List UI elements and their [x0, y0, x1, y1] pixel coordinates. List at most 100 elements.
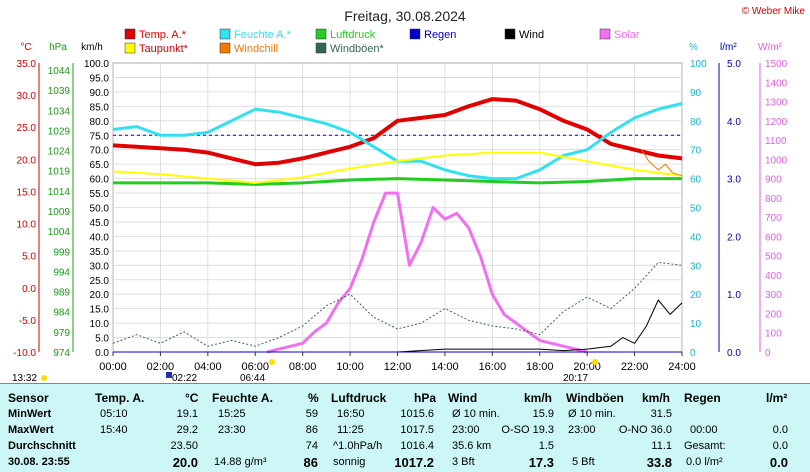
right-axes: % l/m² W/m²10090807060504030201005.04.03.0…	[689, 42, 788, 359]
pct-tick-label: 30	[690, 261, 702, 272]
pct-unit-label: %	[689, 42, 698, 53]
temp-min: 19.1	[176, 408, 198, 420]
temp-max: 29.2	[176, 424, 198, 436]
moonset-icon	[166, 372, 172, 378]
x-tick-label: 22:00	[621, 361, 649, 373]
header-temp: Temp. A.	[95, 391, 145, 405]
press-min-time: 16:50	[337, 408, 365, 420]
pct-tick-label: 100	[690, 59, 707, 70]
sunset-label: 20:17	[563, 373, 588, 383]
temp-tick-label: -10.0	[13, 348, 36, 359]
kmh-tick-label: 40.0	[90, 232, 110, 243]
legend-label: Taupunkt*	[139, 43, 189, 55]
header-wind: Wind	[448, 391, 478, 405]
temp-tick-label: 15.0	[17, 187, 37, 198]
x-tick-label: 04:00	[194, 361, 222, 373]
hum-min-time: 15:25	[218, 408, 246, 420]
press-trend: ^1.0hPa/h	[333, 440, 383, 452]
legend-label: Feuchte A.*	[234, 29, 292, 41]
solar-tick-label: 600	[765, 232, 782, 243]
hpa-tick-label: 1039	[48, 86, 71, 97]
hpa-tick-label: 1044	[48, 66, 71, 77]
temp-unit-label: °C	[20, 42, 31, 53]
kmh-tick-label: 65.0	[90, 160, 110, 171]
solar-tick-label: 900	[765, 175, 782, 186]
sunrise-icon	[269, 359, 275, 365]
sunrise-label: 06:44	[240, 373, 265, 383]
legend-label: Wind	[519, 29, 544, 41]
solar-tick-label: 1500	[765, 59, 788, 70]
pct-tick-label: 80	[690, 117, 702, 128]
x-tick-label: 18:00	[526, 361, 554, 373]
wind-avg10-label: Ø 10 min.	[452, 408, 500, 420]
gust-max-dir: O-NO 36.0	[618, 424, 672, 436]
hum-min: 59	[305, 408, 318, 420]
legend-swatch	[219, 28, 231, 40]
kmh-tick-label: 50.0	[90, 204, 110, 215]
hpa-tick-label: 974	[53, 348, 70, 359]
hpa-tick-label: 989	[53, 288, 70, 299]
wind-distance-value: 1.5	[538, 440, 554, 452]
hpa-unit-label: hPa	[49, 42, 67, 53]
header-gust-unit: km/h	[642, 391, 671, 405]
temp-tick-label: 5.0	[22, 252, 36, 263]
series-line	[112, 97, 683, 167]
kmh-tick-label: 55.0	[90, 189, 110, 200]
legend-label: Windböen*	[330, 43, 385, 55]
left-axes: °C hPa km/h 35.0 30.0 25.0 20.0 15.0 10.0 5.0 0.0 -…	[13, 42, 109, 359]
solar-tick-label: 300	[765, 290, 782, 301]
credit-label: © Weber Mike	[742, 6, 806, 17]
wind-current: 17.3	[528, 455, 554, 470]
gust-bft: 5 Bft	[572, 456, 595, 468]
hum-max-time: 23:30	[218, 424, 246, 436]
hum-max: 86	[305, 424, 318, 436]
rain-tick-label: 1.0	[727, 290, 741, 301]
solar-tick-label: 1400	[765, 78, 788, 89]
series-line	[641, 149, 683, 177]
kmh-tick-label: 100.0	[84, 59, 109, 70]
press-max: 1017.5	[400, 424, 434, 436]
pct-tick-label: 20	[690, 290, 702, 301]
kmh-tick-label: 95.0	[90, 73, 110, 84]
header-hum-unit: %	[308, 391, 319, 405]
hpa-tick-label: 1009	[48, 207, 71, 218]
header-hum: Feuchte A.	[212, 391, 273, 405]
header-sensor: Sensor	[8, 391, 49, 405]
row-max-label: MaxWert	[8, 424, 54, 436]
pct-tick-label: 70	[690, 146, 702, 157]
x-tick-label: 02:00	[147, 361, 175, 373]
legend-swatch	[315, 28, 327, 40]
solar-tick-label: 100	[765, 329, 782, 340]
hpa-tick-label: 1024	[48, 147, 71, 158]
temp-min-time: 05:10	[100, 408, 128, 420]
press-avg: 1016.4	[400, 440, 434, 452]
rain-total-label: Gesamt:	[684, 440, 726, 452]
temp-tick-label: 10.0	[17, 220, 37, 231]
chart-legend: Temp. A.* Feuchte A.* Luftdruck Regen Wind So…	[124, 28, 640, 55]
kmh-tick-label: 60.0	[90, 175, 110, 186]
kmh-tick-label: 45.0	[90, 218, 110, 229]
gust-avg10-label: Ø 10 min.	[568, 408, 616, 420]
rain-tick-label: 5.0	[727, 59, 741, 70]
rain-total: 0.0	[772, 440, 788, 452]
header-temp-unit: °C	[185, 391, 199, 405]
hpa-tick-label: 1014	[48, 187, 71, 198]
wind-distance: 35.6 km	[452, 440, 492, 452]
rain-current: 0.0	[769, 455, 788, 470]
kmh-tick-label: 75.0	[90, 131, 110, 142]
moonrise-label: 13:32	[12, 373, 37, 383]
pct-tick-label: 50	[690, 204, 702, 215]
gust-avg10: 31.5	[650, 408, 672, 420]
row-min-label: MinWert	[8, 408, 52, 420]
kmh-tick-label: 5.0	[95, 334, 109, 345]
pct-tick-label: 10	[690, 319, 702, 330]
legend-swatch	[315, 42, 327, 54]
hum-avg: 74	[305, 440, 318, 452]
header-wind-unit: km/h	[524, 391, 553, 405]
x-tick-label: 12:00	[384, 361, 412, 373]
solar-tick-label: 400	[765, 271, 782, 282]
legend-label: Solar	[614, 29, 640, 41]
solar-tick-label: 0	[765, 348, 771, 359]
legend-swatch	[219, 42, 231, 54]
pct-tick-label: 40	[690, 232, 702, 243]
